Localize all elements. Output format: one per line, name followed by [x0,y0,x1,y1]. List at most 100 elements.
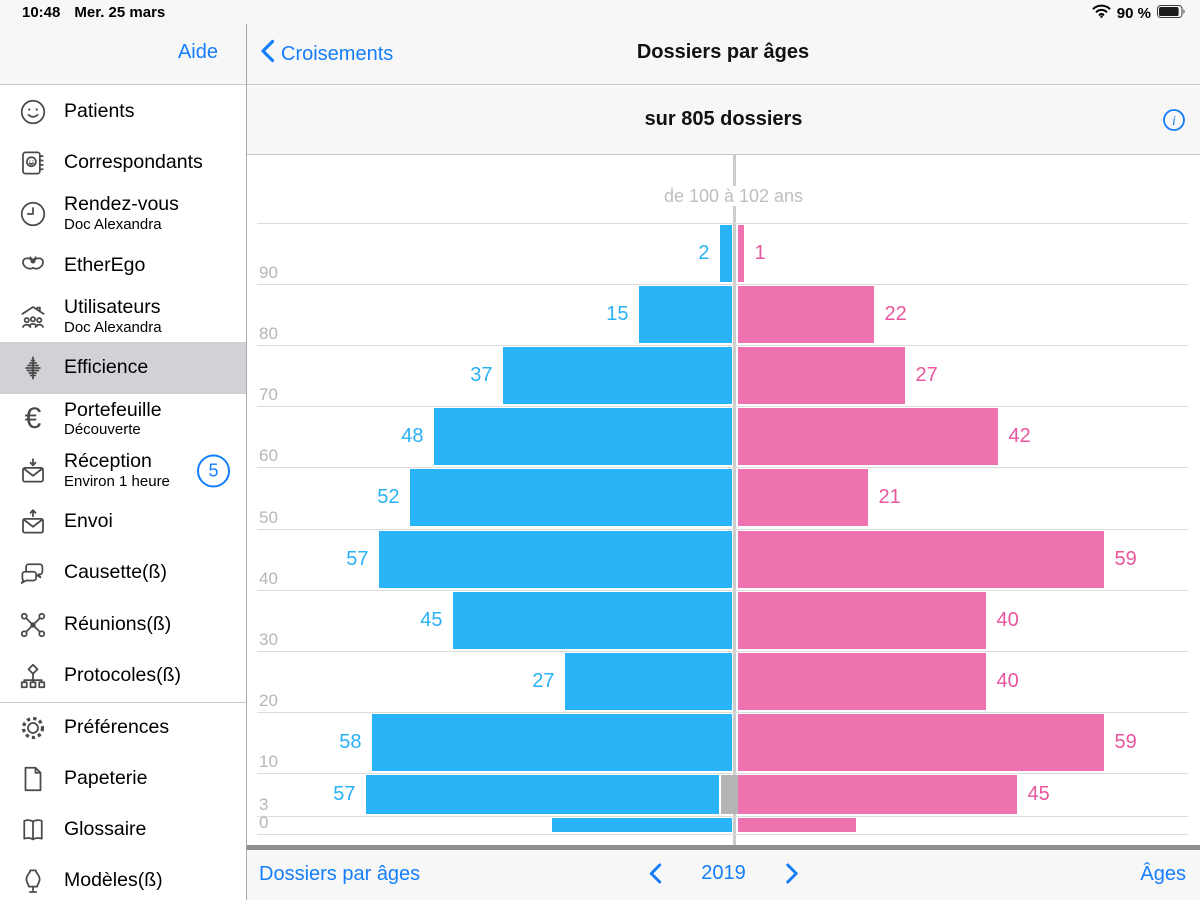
causette-icon [16,556,50,590]
back-button[interactable]: Croisements [260,39,393,69]
axis-tick-70: 70 [259,385,278,405]
papeterie-icon [16,762,50,796]
reception-icon [16,454,50,488]
year-navigation: 2019 [648,862,799,885]
sidebar-item-papeterie[interactable]: Papeterie [0,753,246,804]
bar-left-blue-80-90[interactable] [638,286,732,344]
sidebar-item-subtitle: Découverte [64,421,141,439]
sidebar-item-etherego[interactable]: EtherEgo [0,240,246,291]
sidebar-item-subtitle: Environ 1 heure [64,472,170,490]
bar-value-right: 45 [1027,782,1050,805]
subheader-text: sur 805 dossiers [644,108,803,130]
subheader: sur 805 dossiers i [247,86,1200,155]
status-date: Mer. 25 mars [74,4,166,21]
sidebar-item-label: Réception [64,449,152,472]
bar-right-pink-70-80[interactable] [737,347,905,405]
bar-left-blue-40-50[interactable] [378,530,732,588]
sidebar-item-preferences[interactable]: Préférences [0,701,246,753]
bar-left-blue-70-80[interactable] [502,347,732,405]
sidebar-item-reunions[interactable]: Réunions(ß) [0,599,246,650]
bar-right-pink-80-90[interactable] [737,286,874,344]
sidebar-item-label: Envoi [64,510,113,533]
help-link[interactable]: Aide [177,41,218,63]
sidebar-items: Patients Correspondants Rendez-vous Doc Ale… [0,86,246,900]
age-range-label: de 100 à 102 ans [247,186,1200,207]
info-icon[interactable]: i [1162,108,1186,132]
sidebar-item-portefeuille[interactable]: € Portefeuille Découverte [0,394,246,445]
bar-left-blue-60-70[interactable] [433,408,732,466]
bar-right-pink-20-30[interactable] [737,652,986,710]
sidebar-item-label: Réunions(ß) [64,612,172,635]
gridline-age-30 [257,650,1188,652]
bar-value-left: 37 [470,364,493,387]
bar-value-left: 57 [346,547,369,570]
axis-tick-90: 90 [259,263,278,283]
bar-left-blue-30-40[interactable] [452,591,732,649]
bar-value-right: 22 [884,303,907,326]
bar-left-blue-20-30[interactable] [564,652,732,710]
bar-right-pink-90-100[interactable] [737,225,744,283]
year-label: 2019 [701,862,746,884]
bar-right-pink-0-3[interactable] [737,817,856,832]
sidebar-item-subtitle: Doc Alexandra [64,318,162,336]
bar-gray-segment[interactable] [720,774,738,814]
bar-right-pink-40-50[interactable] [737,530,1104,588]
bar-right-pink-50-60[interactable] [737,469,868,527]
sidebar-item-rendez-vous[interactable]: Rendez-vous Doc Alexandra [0,189,246,240]
bar-value-right: 40 [996,669,1019,692]
sidebar-item-protocoles[interactable]: Protocoles(ß) [0,650,246,701]
chevron-left-icon [260,39,275,69]
sidebar-item-correspondants[interactable]: Correspondants [0,137,246,188]
sidebar-item-label: Préférences [64,715,170,738]
patients-icon [16,95,50,129]
bar-value-left: 2 [698,242,710,265]
gridline-age-50 [257,528,1188,530]
sidebar-item-reception[interactable]: Réception Environ 1 heure 5 [0,445,246,496]
reunions-icon [16,608,50,642]
top-band: 10:48 Mer. 25 mars 90 % [0,0,1200,85]
sidebar-item-modeles[interactable]: Modèles(ß) [0,855,246,900]
bar-value-left: 57 [333,782,356,805]
next-year-button[interactable] [786,863,799,884]
bar-right-pink-30-40[interactable] [737,591,986,649]
sidebar-item-label: Papeterie [64,766,148,789]
sidebar-item-efficience[interactable]: Efficience [0,342,246,394]
sidebar-item-label: Protocoles(ß) [64,664,182,686]
bar-value-left: 58 [339,730,362,753]
gridline-age-0 [257,834,1188,835]
sidebar-item-patients[interactable]: Patients [0,86,246,137]
axis-tick-60: 60 [259,446,278,466]
previous-year-button[interactable] [648,863,661,884]
axis-tick-10: 10 [259,751,278,771]
battery-icon [1157,4,1186,22]
sidebar-item-envoi[interactable]: Envoi [0,496,246,547]
chart-center-axis [733,155,736,845]
sidebar-divider [246,24,247,900]
footer-chart-title[interactable]: Dossiers par âges [259,863,421,885]
bar-right-pink-60-70[interactable] [737,408,998,466]
sidebar-item-utilisateurs[interactable]: Utilisateurs Doc Alexandra [0,291,246,342]
axis-tick-20: 20 [259,690,278,710]
chart-scroll-strip[interactable] [247,845,1200,850]
bar-value-right: 59 [1114,730,1137,753]
bar-value-left: 52 [377,486,400,509]
bar-value-left: 45 [420,608,443,631]
gridline-age-10 [257,772,1188,774]
sidebar-item-glossaire[interactable]: Glossaire [0,804,246,855]
sidebar-item-label: Modèles(ß) [64,869,163,892]
sidebar-item-label: Patients [64,99,135,122]
axis-tick-0: 0 [259,813,269,832]
bar-right-pink-3-10[interactable] [737,774,1017,814]
bar-left-blue-3-10[interactable] [365,774,719,814]
gridline-age-3 [257,815,1188,817]
gridline-age-60 [257,467,1188,469]
sidebar-item-causette[interactable]: Causette(ß) [0,548,246,599]
bar-left-blue-0-3[interactable] [551,817,732,832]
bar-left-blue-50-60[interactable] [409,469,732,527]
bar-left-blue-10-20[interactable] [371,713,732,771]
bar-right-pink-10-20[interactable] [737,713,1104,771]
status-time: 10:48 [22,4,61,21]
footer-ages-button[interactable]: Âges [1140,863,1186,885]
bar-left-blue-90-100[interactable] [719,225,732,283]
